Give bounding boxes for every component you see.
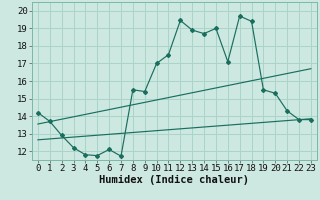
X-axis label: Humidex (Indice chaleur): Humidex (Indice chaleur) — [100, 175, 249, 185]
